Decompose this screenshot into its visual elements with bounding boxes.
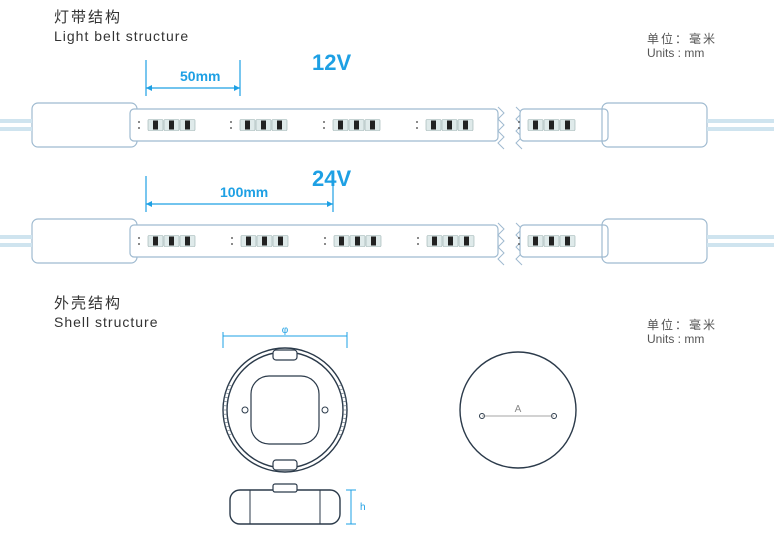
svg-text:φ: φ xyxy=(282,325,289,336)
diagram-svg: φ Ah xyxy=(0,0,774,556)
svg-text:h: h xyxy=(360,502,366,513)
svg-text:A: A xyxy=(515,404,522,415)
